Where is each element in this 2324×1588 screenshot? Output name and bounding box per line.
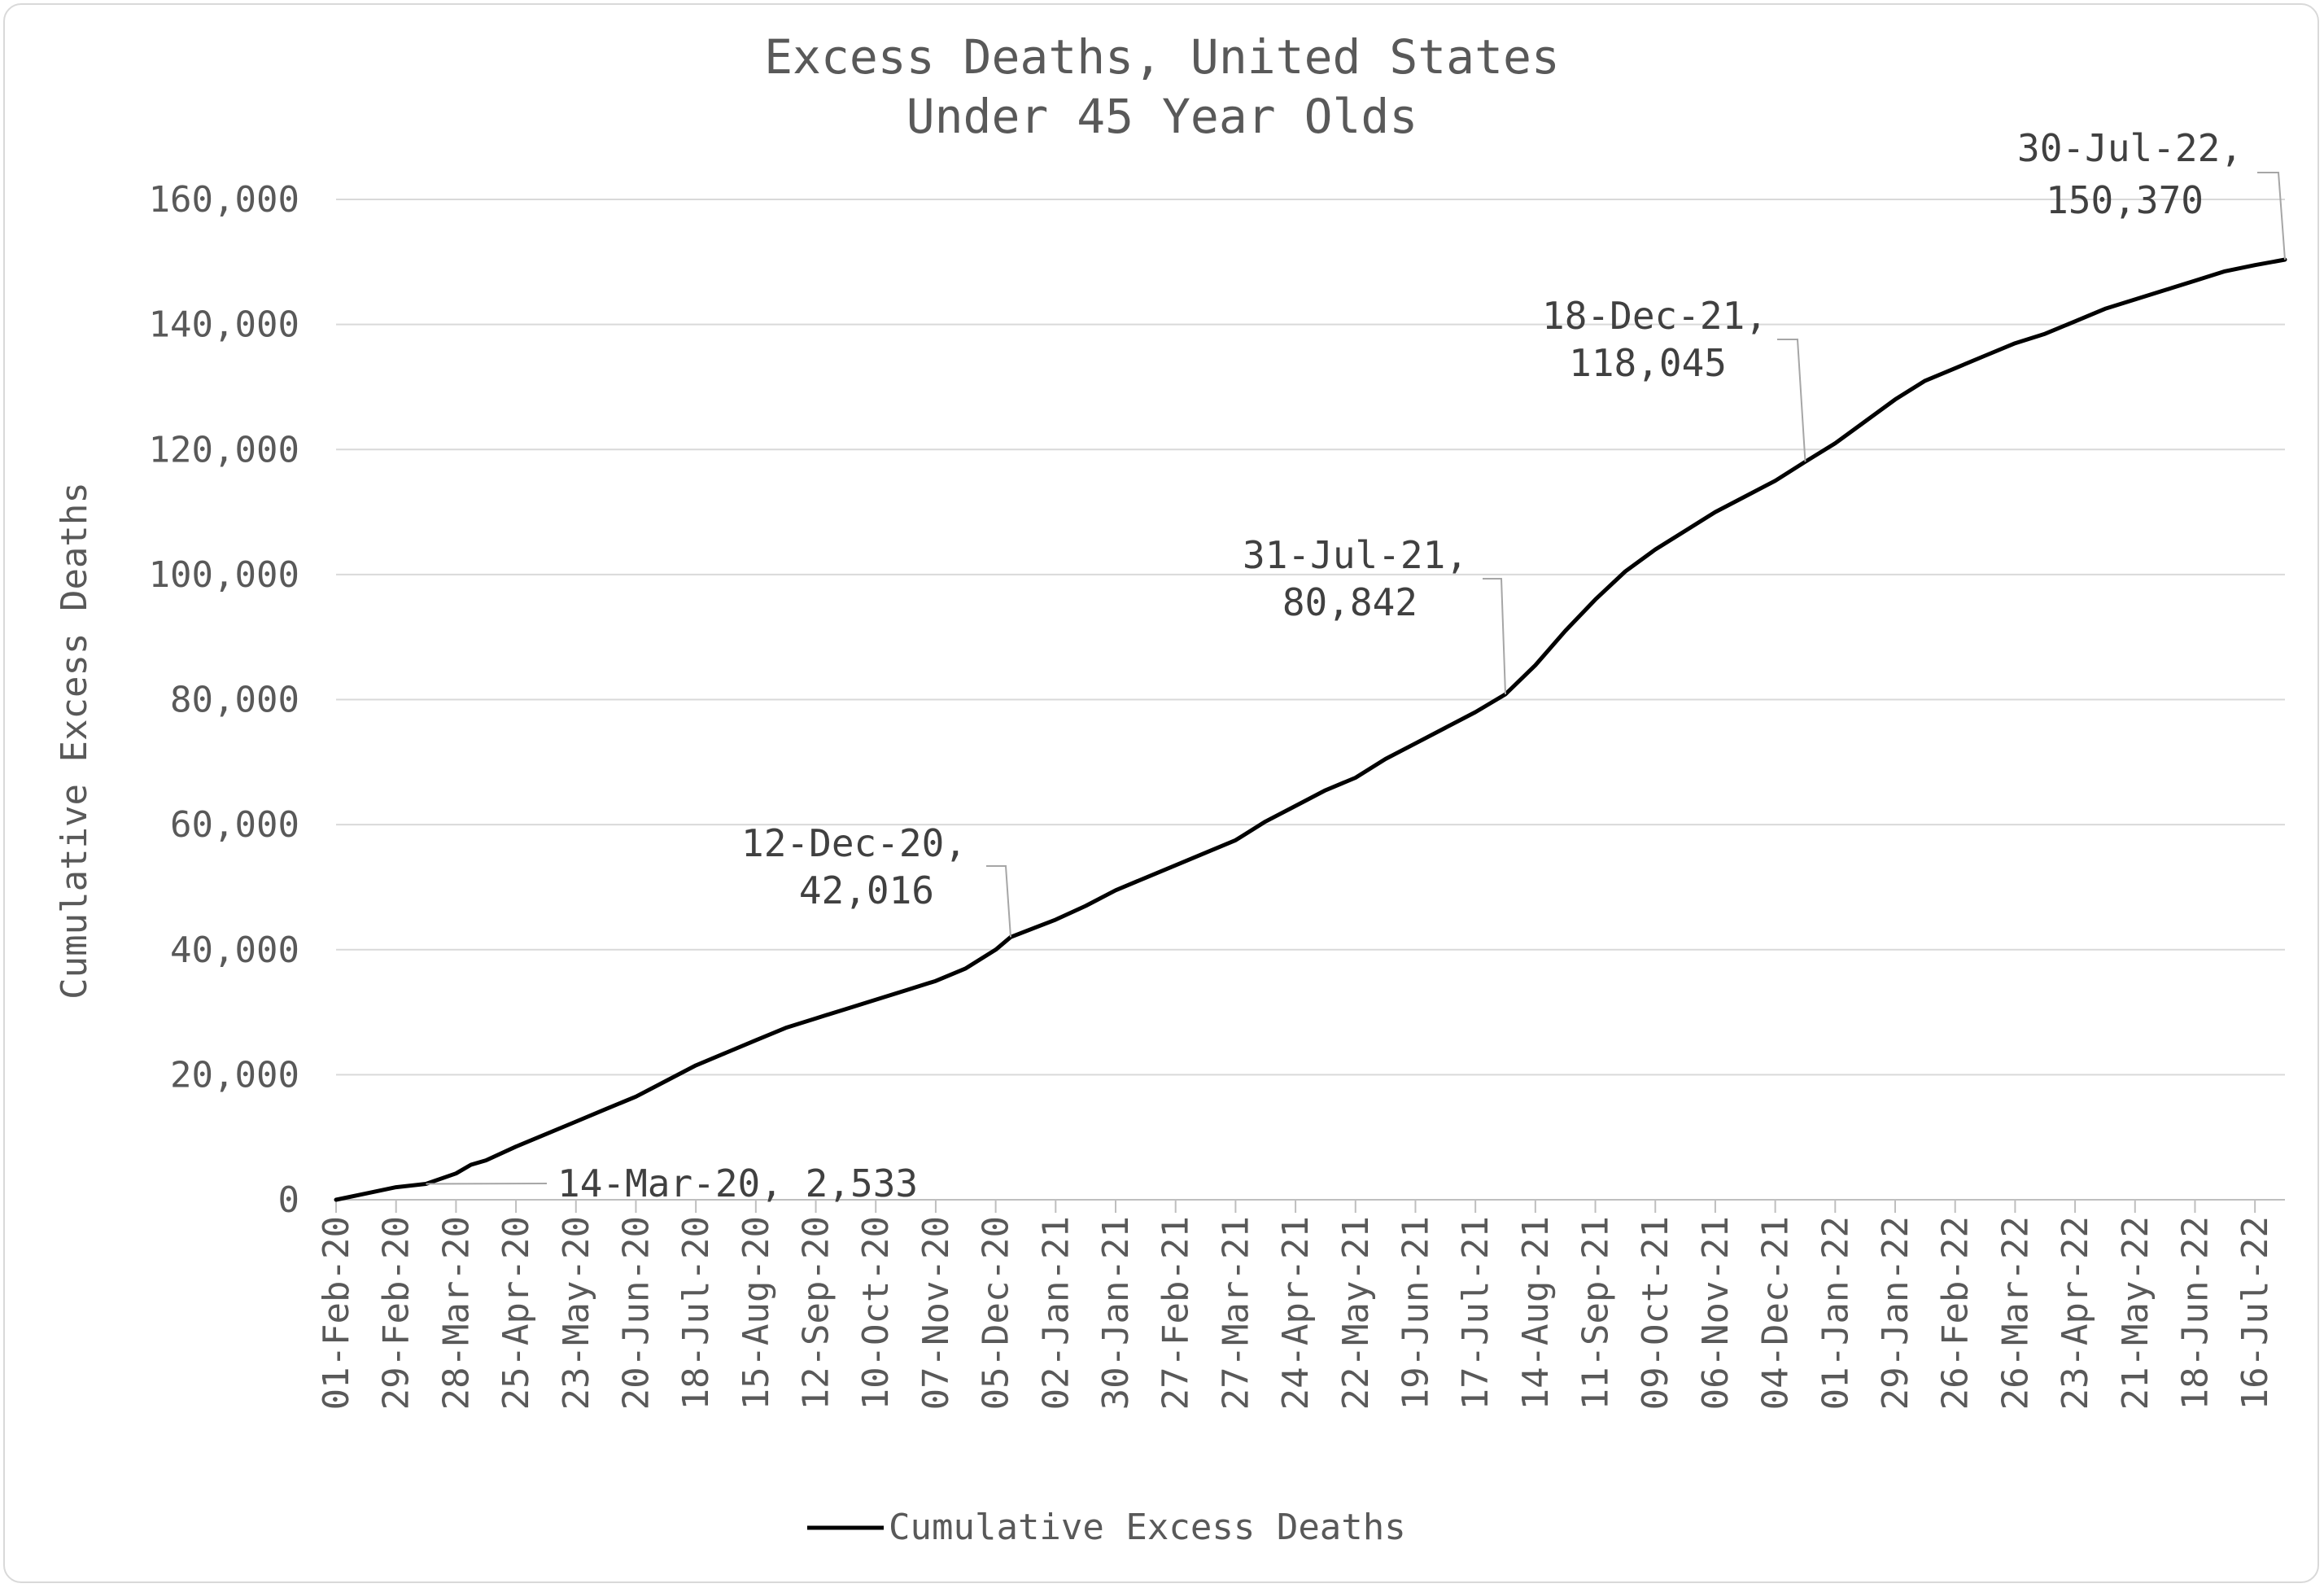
x-tick-label: 28-Mar-20 [435, 1216, 477, 1410]
annotation-label: 18-Dec-21, [1542, 294, 1767, 338]
annotation-label: 14-Mar-20, 2,533 [557, 1161, 918, 1205]
legend: Cumulative Excess Deaths [807, 1507, 1406, 1548]
chart-subtitle: Under 45 Year Olds [906, 89, 1418, 144]
x-tick-label: 20-Jun-20 [615, 1216, 657, 1410]
x-tick-label: 27-Feb-21 [1155, 1216, 1197, 1410]
y-tick-label: 100,000 [149, 554, 299, 596]
annotation-leader [986, 865, 1011, 938]
x-tick-label: 14-Aug-21 [1515, 1216, 1557, 1410]
y-tick-label: 20,000 [170, 1054, 299, 1096]
x-tick-label: 09-Oct-21 [1635, 1216, 1676, 1410]
x-tick-label: 15-Aug-20 [736, 1216, 777, 1410]
x-tick-label: 24-Apr-21 [1275, 1216, 1317, 1410]
x-tick-label: 18-Jul-20 [675, 1216, 717, 1410]
x-tick-label: 06-Nov-21 [1695, 1216, 1736, 1410]
annotation-label: 31-Jul-21, [1243, 533, 1468, 577]
x-tick-label: 25-Apr-20 [496, 1216, 537, 1410]
legend-label: Cumulative Excess Deaths [889, 1507, 1406, 1548]
y-tick-label: 40,000 [170, 930, 299, 971]
x-tick-label: 01-Jan-22 [1815, 1216, 1856, 1410]
gridlines [336, 199, 2285, 1076]
x-tick-label: 04-Dec-21 [1755, 1216, 1797, 1410]
x-tick-label: 30-Jan-21 [1095, 1216, 1137, 1410]
annotation-leader [1777, 339, 1806, 462]
x-tick-label: 18-Jun-22 [2174, 1216, 2216, 1410]
x-tick-label: 16-Jul-22 [2234, 1216, 2276, 1410]
annotation-leader [1483, 578, 1506, 695]
x-tick-label: 27-Mar-21 [1215, 1216, 1256, 1410]
annotation-leader [426, 1183, 548, 1185]
x-tick-label: 17-Jul-21 [1455, 1216, 1496, 1410]
chart-frame [3, 3, 2319, 1583]
annotation-value: 42,016 [799, 868, 934, 912]
y-tick-label: 120,000 [149, 429, 299, 470]
y-tick-label: 80,000 [170, 680, 299, 721]
x-tick-label: 26-Feb-22 [1935, 1216, 1977, 1410]
x-tick-label: 01-Feb-20 [316, 1216, 357, 1410]
y-axis-ticks: 0 20,000 40,000 60,000 80,000 100,000 120,000 1… [149, 179, 299, 1221]
annotations: 14-Mar-20, 2,533 12-Dec-20,42,016 31-Jul-2… [426, 126, 2286, 1205]
annotation-value: 80,842 [1282, 580, 1418, 624]
y-tick-label: 60,000 [170, 804, 299, 846]
x-tick-label: 26-Mar-22 [1994, 1216, 2036, 1410]
x-tick-label: 10-Oct-20 [855, 1216, 897, 1410]
x-tick-label: 23-Apr-22 [2055, 1216, 2096, 1410]
x-tick-label: 05-Dec-20 [976, 1216, 1017, 1410]
series-line [334, 257, 2287, 1202]
x-axis: 01-Feb-20 29-Feb-20 28-Mar-20 25-Apr-20 23-M… [316, 1199, 2285, 1410]
y-tick-label: 160,000 [149, 179, 299, 221]
annotation-value: 118,045 [1569, 341, 1727, 385]
annotation-label: 12-Dec-20, [741, 821, 967, 865]
series-layer [334, 257, 2287, 1202]
chart-title: Excess Deaths, United States [764, 29, 1560, 85]
x-tick-label: 11-Sep-21 [1575, 1216, 1617, 1410]
annotation-label: 30-Jul-22, [2017, 126, 2243, 170]
x-tick-label: 21-May-22 [2115, 1216, 2156, 1410]
x-tick-label: 29-Feb-20 [376, 1216, 417, 1410]
annotation-leader [2257, 172, 2286, 260]
x-tick-label: 29-Jan-22 [1875, 1216, 1916, 1410]
y-tick-label: 140,000 [149, 304, 299, 346]
x-tick-label: 19-Jun-21 [1395, 1216, 1436, 1410]
x-tick-label: 07-Nov-20 [915, 1216, 957, 1410]
x-tick-label: 22-May-21 [1335, 1216, 1377, 1410]
x-tick-label: 02-Jan-21 [1035, 1216, 1077, 1410]
y-tick-label: 0 [278, 1179, 300, 1221]
x-tick-label: 12-Sep-20 [796, 1216, 837, 1410]
x-tick-label: 23-May-20 [556, 1216, 597, 1410]
y-axis-title: Cumulative Excess Deaths [54, 482, 95, 1000]
annotation-value: 150,370 [2046, 178, 2204, 222]
